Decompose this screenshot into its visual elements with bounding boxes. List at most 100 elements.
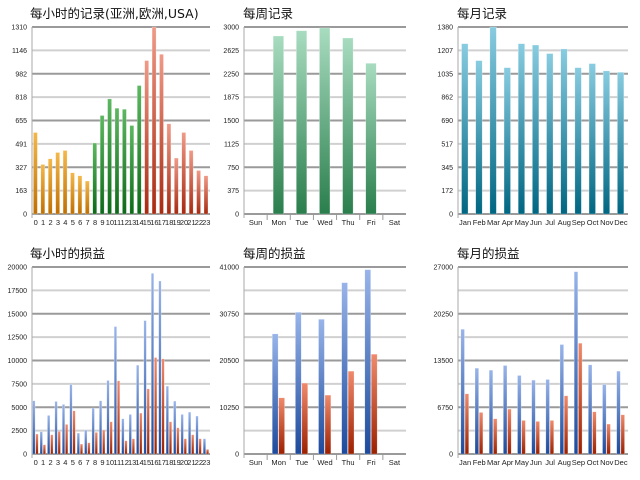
x-tick-label: Jan xyxy=(459,458,471,467)
y-tick-label: 20500 xyxy=(220,358,240,365)
x-tick-label: Tue xyxy=(296,458,309,467)
hourly-profit-bar-blue-4 xyxy=(62,404,66,455)
y-tick-label: 7500 xyxy=(11,381,27,388)
y-tick-label: 818 xyxy=(15,95,27,102)
monthly-records-bar-records-Mar xyxy=(489,26,497,215)
x-tick-label: Apr xyxy=(502,218,514,227)
hourly-records-bar-records-8 xyxy=(92,142,97,215)
hourly-records-bar-records-19 xyxy=(174,157,179,215)
hourly-profit-bar-red-15 xyxy=(146,388,150,455)
x-tick-label: Mon xyxy=(271,218,286,227)
hourly-profit-bar-red-7 xyxy=(87,442,91,455)
monthly-records-bar-records-Dec xyxy=(617,72,625,215)
hourly-records-bar-records-6 xyxy=(77,175,83,215)
x-tick-label: 12 xyxy=(121,218,129,227)
y-tick-label: 491 xyxy=(15,141,27,148)
x-tick-label: Dec xyxy=(614,218,628,227)
weekly-profit-bar-blue-Wed xyxy=(318,318,325,455)
hourly-profit-bar-blue-6 xyxy=(76,432,80,455)
monthly-records-bar-records-Feb xyxy=(475,60,483,215)
hourly-profit-bar-red-9 xyxy=(102,429,106,455)
x-tick-label: 17 xyxy=(158,218,166,227)
x-tick-label: 9 xyxy=(100,458,104,467)
monthly-records-bar-records-May xyxy=(517,43,525,215)
monthly-profit-bar-red-Nov xyxy=(606,423,611,455)
x-tick-label: 18 xyxy=(165,218,173,227)
x-tick-label: Sat xyxy=(389,218,401,227)
hourly-profit-bar-red-3 xyxy=(57,431,61,455)
x-tick-label: 20 xyxy=(180,218,188,227)
y-tick-label: 0 xyxy=(449,212,453,219)
x-tick-label: Dec xyxy=(614,458,628,467)
hourly-profit-bar-red-11 xyxy=(117,380,121,455)
hourly-records-bar-records-11 xyxy=(114,107,120,215)
x-tick-label: Jun xyxy=(530,218,542,227)
x-tick-label: Nov xyxy=(600,458,614,467)
hourly-records-bar-records-13 xyxy=(129,125,135,215)
weekly-records-bar-records-Fri xyxy=(365,63,377,215)
x-tick-label: Wed xyxy=(317,458,332,467)
y-tick-label: 1146 xyxy=(12,48,27,55)
hourly-records-bar-records-15 xyxy=(144,60,149,215)
chart-title: 每小时的记录(亚洲,欧洲,USA) xyxy=(30,6,199,21)
x-tick-label: 11 xyxy=(113,218,121,227)
hourly-records-bar-records-1 xyxy=(40,164,46,215)
hourly-profit-bar-red-12 xyxy=(124,440,128,455)
x-tick-label: Sat xyxy=(389,458,401,467)
y-tick-label: 1380 xyxy=(437,25,453,32)
x-tick-label: 7 xyxy=(86,458,90,467)
x-tick-label: 13 xyxy=(128,218,136,227)
y-tick-label: 12500 xyxy=(8,335,28,342)
hourly-profit-bar-red-14 xyxy=(139,412,143,455)
weekly-records-bar-records-Thu xyxy=(342,37,354,215)
x-tick-label: Aug xyxy=(558,218,571,227)
hourly-profit-bar-blue-9 xyxy=(99,400,103,455)
hourly-profit-bar-red-20 xyxy=(183,438,187,455)
hourly-records-bar-records-14 xyxy=(136,85,142,215)
chart-title: 每小时的损益 xyxy=(30,246,105,261)
y-tick-label: 13500 xyxy=(434,358,454,365)
hourly-profit-bar-blue-13 xyxy=(128,414,132,455)
hourly-profit-bar-red-10 xyxy=(109,421,113,455)
y-tick-label: 1125 xyxy=(224,141,239,148)
x-tick-label: 16 xyxy=(150,458,158,467)
monthly-profit-bar-red-May xyxy=(521,420,526,455)
hourly-profit-bar-red-5 xyxy=(72,410,76,455)
monthly-profit-bar-red-Jun xyxy=(535,421,540,455)
hourly-profit-bar-red-22 xyxy=(198,438,202,455)
y-tick-label: 862 xyxy=(441,95,453,102)
hourly-profit-chart: 每小时的损益 0 2500 5000 7500 10000 12500 15000 17500 2… xyxy=(8,246,211,467)
hourly-records-bar-records-5 xyxy=(70,172,75,215)
hourly-records-bar-records-23 xyxy=(203,175,209,215)
hourly-profit-bar-red-17 xyxy=(161,358,165,455)
x-tick-label: Apr xyxy=(502,458,514,467)
chart-title: 每周记录 xyxy=(243,6,293,21)
x-tick-label: 5 xyxy=(71,218,75,227)
hourly-profit-bar-blue-20 xyxy=(180,414,184,455)
x-tick-label: 21 xyxy=(187,218,195,227)
chart-title: 每月的损益 xyxy=(457,246,520,261)
chart-title: 每月记录 xyxy=(457,6,507,21)
x-tick-label: 8 xyxy=(93,458,97,467)
weekly-profit-bar-red-Tue xyxy=(301,382,308,455)
x-tick-label: 2 xyxy=(48,218,52,227)
x-tick-label: 0 xyxy=(34,458,38,467)
y-tick-label: 655 xyxy=(15,118,27,125)
x-tick-label: 20 xyxy=(180,458,188,467)
x-tick-label: Aug xyxy=(558,458,571,467)
x-tick-label: 4 xyxy=(63,218,67,227)
y-tick-label: 0 xyxy=(23,212,27,219)
weekly-profit-bar-blue-Fri xyxy=(364,269,371,455)
x-tick-label: 3 xyxy=(56,458,60,467)
monthly-profit-bar-red-Jul xyxy=(549,420,554,455)
y-tick-label: 0 xyxy=(23,452,27,459)
chart-title: 每周的损益 xyxy=(243,246,306,261)
monthly-records-bar-records-Oct xyxy=(588,63,596,215)
x-tick-label: 10 xyxy=(106,218,114,227)
monthly-profit-bar-blue-Aug xyxy=(559,344,564,455)
hourly-records-bar-records-9 xyxy=(99,115,105,215)
x-tick-label: May xyxy=(515,458,529,467)
hourly-profit-bar-red-16 xyxy=(154,357,158,455)
monthly-profit-bar-blue-May xyxy=(517,375,522,455)
hourly-profit-bar-blue-21 xyxy=(188,411,192,455)
